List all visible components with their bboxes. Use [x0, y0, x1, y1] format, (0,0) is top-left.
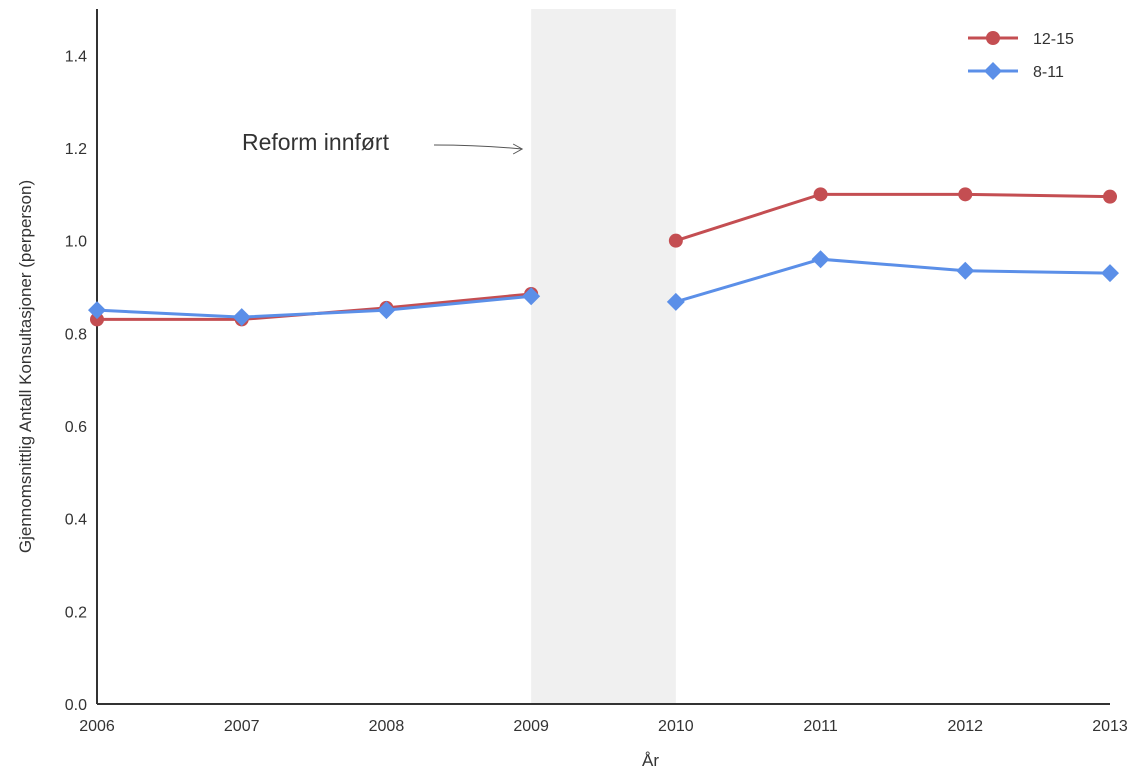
data-point [232, 308, 251, 327]
data-point [984, 62, 1002, 80]
x-axis-label: År [642, 751, 659, 770]
series-line [675, 257, 1111, 304]
y-tick-label: 0.0 [65, 697, 87, 714]
y-tick-label: 1.2 [65, 141, 87, 158]
data-point [1101, 264, 1119, 283]
annotation-arrow [433, 144, 523, 150]
x-tick-label: 2010 [658, 718, 694, 735]
reform-shaded-region [531, 9, 676, 704]
legend-item-8-11: 8-11 [968, 62, 1064, 81]
series-line [96, 294, 532, 319]
data-point [811, 250, 830, 269]
data-point [522, 287, 541, 306]
x-tick-label: 2008 [369, 718, 405, 735]
x-tick-label: 2006 [79, 718, 115, 735]
series-line [97, 292, 532, 321]
y-axis-label: Gjennomsnittlig Antall Konsultasjoner (p… [16, 180, 35, 553]
x-tick-label: 2009 [513, 718, 549, 735]
x-tick-label: 2011 [803, 718, 838, 735]
reform-annotation-text: Reform innført [242, 129, 390, 155]
y-tick-label: 1.0 [65, 234, 87, 251]
y-tick-label: 0.2 [65, 604, 87, 621]
y-tick-label: 0.8 [65, 326, 87, 343]
series-8-11 [88, 250, 1119, 327]
data-point [377, 301, 396, 320]
series-line [675, 192, 1111, 243]
y-tick-label: 0.4 [65, 512, 87, 529]
legend-label: 8-11 [1033, 64, 1064, 81]
data-point [1103, 189, 1117, 204]
data-point [958, 187, 973, 202]
y-tick-label: 0.6 [65, 419, 87, 436]
x-tick-label: 2013 [1092, 718, 1128, 735]
data-point [666, 292, 685, 311]
x-tick-label: 2007 [224, 718, 260, 735]
data-point [956, 261, 975, 280]
data-point [88, 301, 106, 320]
x-tick-label: 2012 [947, 718, 983, 735]
data-point [986, 31, 1000, 45]
y-tick-label: 1.4 [65, 48, 87, 65]
legend-item-12-15: 12-15 [968, 31, 1074, 48]
legend-label: 12-15 [1033, 31, 1074, 48]
data-point [90, 312, 104, 327]
annotation-arrow-head [512, 143, 524, 155]
data-point [668, 233, 683, 248]
data-point [813, 187, 828, 202]
